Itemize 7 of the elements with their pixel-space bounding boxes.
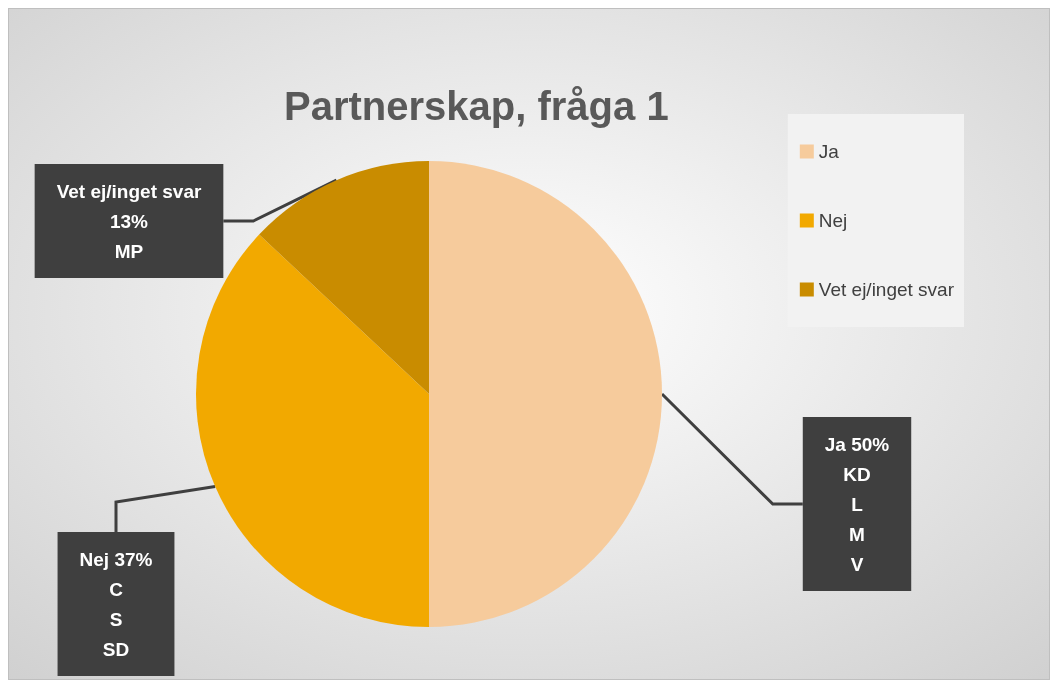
- legend-label: Ja: [818, 141, 840, 162]
- data-label: Vet ej/inget svar 13% MP: [56, 180, 202, 262]
- data-label: Ja 50% KD L M V: [824, 433, 890, 575]
- legend-label: Nej: [818, 210, 848, 231]
- chart-title: Partnerskap, fråga 1: [284, 84, 669, 128]
- legend-label: Vet ej/inget svar: [818, 279, 955, 300]
- data-label: Nej 37% C S SD: [79, 548, 153, 660]
